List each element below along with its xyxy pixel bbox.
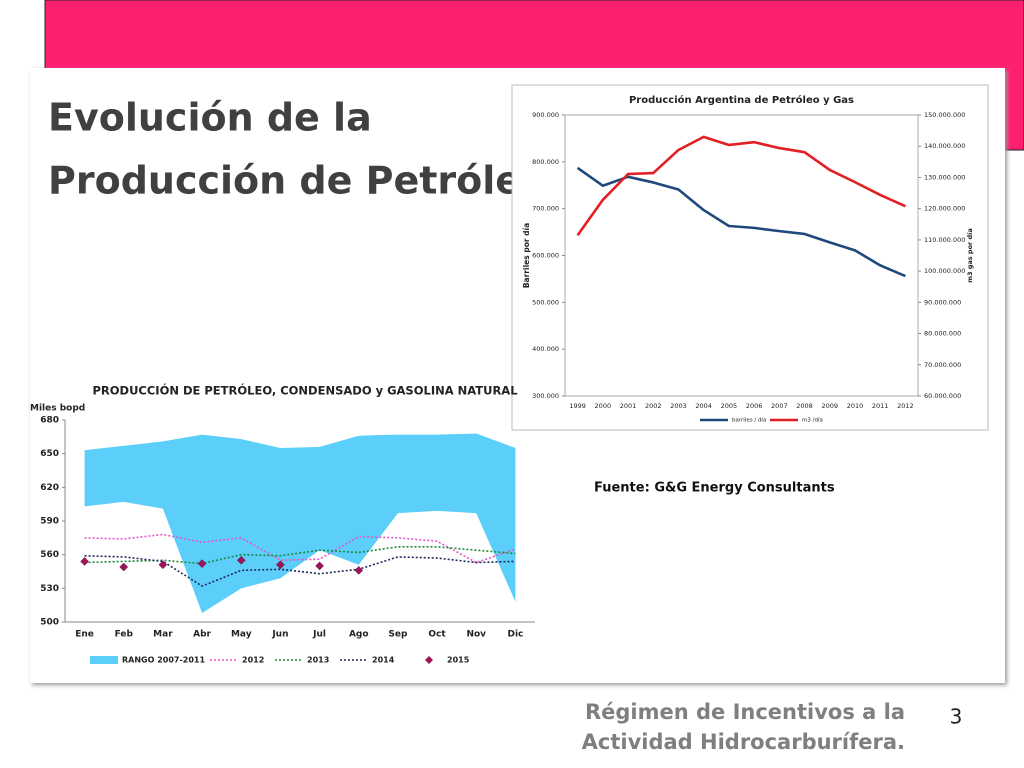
footer-text: Régimen de Incentivos a la bbox=[585, 700, 905, 724]
x-tick-label: 2001 bbox=[620, 402, 637, 410]
x-tick-label: 2010 bbox=[847, 402, 864, 410]
y2-tick-label: 110.000.000 bbox=[924, 236, 965, 244]
y-axis-label: Barriles por día bbox=[522, 223, 531, 288]
legend-swatch bbox=[425, 656, 433, 664]
x-tick-label: Jun bbox=[271, 630, 288, 640]
x-tick-label: 2004 bbox=[695, 402, 712, 410]
data-marker bbox=[236, 555, 246, 565]
legend-label: 2013 bbox=[307, 656, 329, 665]
data-line bbox=[84, 554, 516, 587]
x-tick-label: Ago bbox=[349, 630, 369, 640]
x-tick-label: 2006 bbox=[746, 402, 763, 410]
x-tick-label: 2011 bbox=[872, 402, 889, 410]
slide-title: Producción de Petróleo bbox=[48, 159, 547, 203]
data-marker bbox=[158, 560, 168, 570]
chart-frame bbox=[511, 84, 989, 431]
data-marker bbox=[354, 566, 364, 575]
source-note: Fuente: G&G Energy Consultants bbox=[594, 481, 835, 496]
data-line bbox=[84, 546, 516, 565]
data-line bbox=[576, 135, 906, 236]
legend-label: 2014 bbox=[372, 656, 395, 665]
y2-tick-label: 120.000.000 bbox=[924, 205, 965, 213]
y-tick-label: 500.000 bbox=[532, 298, 559, 306]
y-tick-label: 800.000 bbox=[532, 158, 559, 166]
chart-title: Producción Argentina de Petróleo y Gas bbox=[629, 94, 854, 106]
legend-label: 2015 bbox=[447, 656, 470, 665]
legend-swatch bbox=[90, 656, 118, 664]
range-area bbox=[84, 433, 516, 614]
x-tick-label: Ene bbox=[75, 630, 94, 640]
data-marker bbox=[80, 557, 89, 566]
y2-tick-label: 130.000.000 bbox=[924, 173, 965, 181]
y2-tick-label: 100.000.000 bbox=[924, 267, 965, 275]
y2-tick-label: 80.000.000 bbox=[924, 330, 961, 338]
page-number: 3 bbox=[950, 705, 963, 729]
y2-tick-label: 60.000.000 bbox=[924, 392, 961, 400]
chart-title: PRODUCCIÓN DE PETRÓLEO, CONDENSADO y GAS… bbox=[92, 383, 518, 398]
x-tick-label: May bbox=[231, 630, 252, 640]
x-tick-label: Mar bbox=[153, 630, 173, 640]
x-tick-label: 2007 bbox=[771, 402, 788, 410]
x-tick-label: Dic bbox=[507, 630, 523, 640]
data-marker bbox=[276, 560, 285, 570]
y-tick-label: 590 bbox=[40, 517, 59, 527]
slide-title: Evolución de la bbox=[48, 96, 372, 140]
y-tick-label: 300.000 bbox=[532, 392, 559, 400]
y2-tick-label: 90.000.000 bbox=[924, 298, 961, 306]
data-marker bbox=[197, 559, 207, 568]
x-tick-label: 2005 bbox=[721, 402, 738, 410]
x-tick-label: 2012 bbox=[897, 402, 914, 410]
data-marker bbox=[315, 561, 324, 571]
x-tick-label: 2000 bbox=[595, 402, 612, 410]
data-line bbox=[84, 533, 516, 564]
y-tick-label: 650 bbox=[40, 449, 59, 459]
y2-tick-label: 140.000.000 bbox=[924, 142, 965, 150]
x-tick-label: Oct bbox=[428, 630, 446, 640]
footer-text: Actividad Hidrocarburífera. bbox=[582, 730, 905, 754]
x-tick-label: 2002 bbox=[645, 402, 662, 410]
y-tick-label: 700.000 bbox=[532, 205, 559, 213]
x-tick-label: Nov bbox=[466, 630, 486, 640]
legend-label: m3 /día bbox=[802, 417, 823, 424]
data-line bbox=[576, 166, 906, 278]
y-tick-label: 600.000 bbox=[532, 252, 559, 260]
legend-label: RANGO 2007-2011 bbox=[122, 656, 205, 665]
x-tick-label: 2003 bbox=[670, 402, 687, 410]
legend-label: 2012 bbox=[242, 656, 264, 665]
x-tick-label: Feb bbox=[115, 630, 134, 640]
legend-label: barriles / día bbox=[732, 417, 766, 424]
y-axis-label: Miles bopd bbox=[30, 404, 85, 414]
y2-tick-label: 150.000.000 bbox=[924, 111, 965, 119]
y-tick-label: 900.000 bbox=[532, 111, 559, 119]
y-tick-label: 560 bbox=[40, 550, 59, 560]
x-tick-label: Sep bbox=[388, 630, 408, 640]
data-marker bbox=[119, 562, 129, 572]
y-tick-label: 680 bbox=[40, 416, 59, 426]
y-tick-label: 620 bbox=[40, 483, 59, 493]
x-tick-label: Jul bbox=[312, 630, 326, 640]
x-tick-label: Abr bbox=[193, 630, 211, 640]
y-tick-label: 500 bbox=[40, 618, 59, 628]
y-tick-label: 530 bbox=[40, 584, 59, 594]
y-tick-label: 400.000 bbox=[532, 345, 559, 353]
x-tick-label: 2009 bbox=[821, 402, 838, 410]
y2-tick-label: 70.000.000 bbox=[924, 361, 961, 369]
x-tick-label: 2008 bbox=[796, 402, 813, 410]
x-tick-label: 1999 bbox=[569, 402, 586, 410]
y2-axis-label: m3 gas por día bbox=[966, 228, 974, 283]
